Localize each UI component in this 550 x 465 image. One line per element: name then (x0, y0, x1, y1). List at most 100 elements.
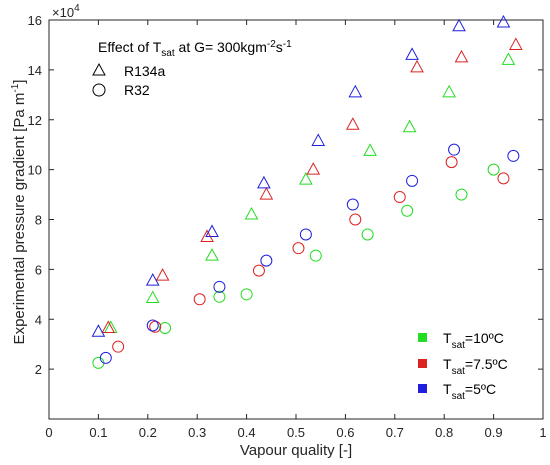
triangle-point (452, 18, 466, 32)
legend-7-5c-prefix: T (443, 356, 452, 372)
circle-point (193, 293, 206, 306)
legend-swatch-10c (418, 333, 427, 342)
circle-point (497, 172, 510, 185)
series-r32-10c (92, 163, 500, 369)
triangle-point (306, 162, 321, 175)
legend-r134a-label: R134a (124, 63, 165, 79)
annotation-title: Effect of Tsat at G= 300kgm-2s-1 (98, 39, 292, 59)
y-exponent-base: ×10 (52, 5, 74, 20)
series-r134a-7-5c (101, 37, 523, 333)
triangle-point (205, 248, 219, 261)
series-r134a-5c (91, 14, 511, 337)
y-tick-label: 10 (28, 163, 42, 178)
y-exponent-power: 4 (74, 3, 80, 14)
x-tick-label: 0.2 (139, 425, 157, 440)
triangle-point (501, 52, 516, 65)
axes: 0 0.1 0.2 0.3 0.4 0.5 0.6 0.7 0.8 0.9 124681012141… (28, 13, 547, 440)
circle-point (448, 143, 461, 156)
x-tick-label: 0.8 (435, 425, 453, 440)
circle-point (406, 174, 419, 187)
annotation-mid2: s (276, 39, 283, 55)
annotation-middle: at G= 300kgm (175, 39, 267, 55)
legend-5c-suffix: =5ºC (465, 381, 496, 397)
legend-10c-sub: sat (452, 340, 466, 351)
y-tick-label: 4 (35, 312, 42, 327)
x-tick-label: 1 (539, 425, 546, 440)
color-legend: Tsat=10ºC Tsat=7.5ºC Tsat=5ºC (418, 330, 508, 402)
legend-10c-suffix: =10ºC (465, 330, 504, 346)
legend-swatch-5c (418, 384, 427, 393)
annotation-sub: sat (161, 48, 175, 59)
y-axis-label-sup: -1 (10, 83, 21, 92)
x-tick-label: 0.1 (89, 425, 107, 440)
triangle-point (101, 320, 116, 333)
circle-point (99, 351, 112, 364)
circle-point (92, 356, 105, 369)
circle-point (149, 320, 162, 333)
circle-point (146, 319, 159, 332)
triangle-point (257, 175, 271, 189)
circle-point (252, 264, 265, 277)
legend-5c-label: Tsat=5ºC (443, 381, 496, 402)
circle-point (213, 280, 226, 293)
triangle-point (508, 37, 523, 50)
legend-5c-sub: sat (452, 391, 466, 402)
x-tick-label: 0.7 (386, 425, 404, 440)
x-tick-label: 0.6 (336, 425, 354, 440)
circle-point (401, 204, 414, 217)
legend-10c-label: Tsat=10ºC (443, 330, 504, 351)
circle-point (487, 163, 500, 176)
circle-point (346, 198, 359, 211)
triangle-point (345, 117, 360, 130)
y-exponent: ×104 (52, 3, 80, 20)
legend-7-5c-sub: sat (452, 366, 466, 377)
circle-point (240, 288, 253, 301)
annotation-prefix: Effect of T (98, 39, 162, 55)
triangle-point (205, 224, 219, 237)
triangle-point (442, 84, 456, 98)
y-tick-label: 12 (28, 113, 42, 128)
x-tick-label: 0.3 (188, 425, 206, 440)
legend-7-5c-suffix: =7.5ºC (465, 356, 508, 372)
circle-point (455, 188, 468, 201)
triangle-point (200, 229, 214, 242)
triangle-point (299, 172, 313, 185)
legend-5c-prefix: T (443, 381, 452, 397)
triangle-point (363, 143, 377, 156)
annotation-sup2: -1 (283, 39, 292, 50)
triangle-point (454, 49, 469, 63)
legend-r32-label: R32 (124, 82, 150, 98)
y-tick-label: 14 (28, 63, 42, 78)
legend-triangle-marker (92, 62, 106, 76)
circle-point (507, 149, 520, 162)
y-tick-label: 2 (35, 362, 42, 377)
triangle-point (405, 47, 419, 60)
triangle-point (496, 14, 511, 28)
legend-7-5c-label: Tsat=7.5ºC (443, 356, 508, 377)
triangle-point (91, 324, 106, 337)
triangle-point (145, 273, 160, 286)
legend-10c-prefix: T (443, 330, 452, 346)
x-axis-label: Vapour quality [-] (240, 442, 352, 459)
triangle-point (348, 84, 363, 98)
circle-point (299, 228, 312, 241)
series-r32-7-5c (112, 156, 510, 353)
triangle-point (311, 133, 326, 146)
y-axis-label-end: ] (11, 80, 28, 84)
triangle-point (259, 187, 274, 200)
legend-swatch-7-5c (418, 359, 427, 368)
circle-point (309, 249, 322, 262)
triangle-point (145, 290, 160, 304)
circle-point (260, 254, 273, 267)
y-axis-label-main: Experimental pressure gradient [Pa m (11, 93, 28, 345)
x-tick-label: 0.4 (238, 425, 256, 440)
y-tick-label: 16 (28, 13, 42, 28)
circle-point (112, 340, 125, 353)
series-r134a-10c (103, 52, 516, 333)
y-axis-label: Experimental pressure gradient [Pa m-1] (10, 80, 28, 345)
circle-point (445, 156, 458, 169)
y-tick-label: 6 (35, 262, 42, 277)
marker-legend: R134a R32 (92, 62, 165, 98)
circle-point (213, 290, 226, 303)
y-tick-label: 8 (35, 213, 42, 228)
